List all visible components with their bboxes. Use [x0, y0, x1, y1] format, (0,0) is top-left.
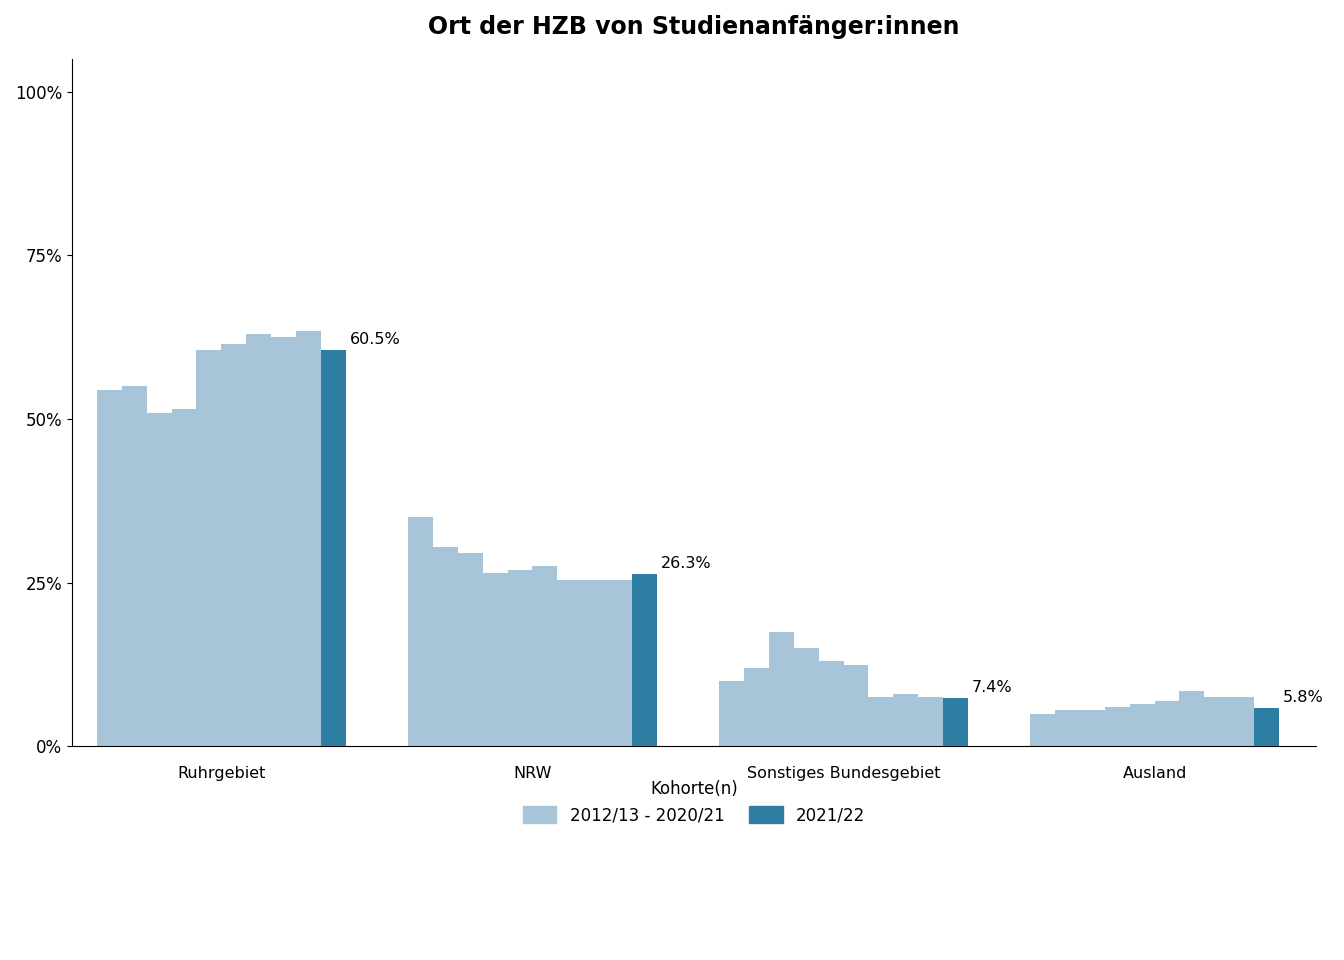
Bar	[1130, 704, 1154, 747]
Bar	[868, 697, 894, 747]
Bar	[296, 330, 321, 747]
Bar	[1105, 708, 1130, 747]
Bar	[632, 574, 657, 747]
Text: Sonstiges Bundesgebiet: Sonstiges Bundesgebiet	[747, 766, 941, 780]
Bar	[122, 386, 146, 747]
Text: Ruhrgebiet: Ruhrgebiet	[177, 766, 266, 780]
Bar	[222, 344, 246, 747]
Bar	[918, 697, 943, 747]
Bar	[321, 350, 345, 747]
Bar	[97, 390, 122, 747]
Bar	[558, 580, 582, 747]
Text: NRW: NRW	[513, 766, 551, 780]
Bar	[1154, 701, 1180, 747]
Bar	[844, 664, 868, 747]
Bar	[1180, 691, 1204, 747]
Bar	[1204, 697, 1230, 747]
Bar	[246, 334, 271, 747]
Bar	[532, 566, 558, 747]
Bar	[146, 413, 172, 747]
Text: Ausland: Ausland	[1122, 766, 1187, 780]
Text: 60.5%: 60.5%	[349, 332, 401, 348]
Bar	[1055, 710, 1081, 747]
Bar	[719, 681, 745, 747]
Bar	[943, 698, 968, 747]
Bar	[508, 569, 532, 747]
Bar	[172, 409, 196, 747]
Bar	[607, 580, 632, 747]
Bar	[1230, 697, 1254, 747]
Legend: 2012/13 - 2020/21, 2021/22: 2012/13 - 2020/21, 2021/22	[507, 763, 882, 841]
Bar	[769, 632, 794, 747]
Bar	[482, 573, 508, 747]
Text: 26.3%: 26.3%	[660, 556, 711, 571]
Bar	[196, 350, 222, 747]
Bar	[745, 668, 769, 747]
Text: 7.4%: 7.4%	[972, 680, 1012, 695]
Text: 5.8%: 5.8%	[1282, 690, 1324, 706]
Bar	[1081, 710, 1105, 747]
Bar	[271, 337, 296, 747]
Bar	[794, 648, 818, 747]
Bar	[458, 553, 482, 747]
Bar	[433, 547, 458, 747]
Bar	[409, 517, 433, 747]
Bar	[894, 694, 918, 747]
Title: Ort der HZB von Studienanfänger:innen: Ort der HZB von Studienanfänger:innen	[429, 15, 960, 39]
Bar	[1030, 713, 1055, 747]
Bar	[582, 580, 607, 747]
Bar	[818, 661, 844, 747]
Bar	[1254, 708, 1279, 747]
